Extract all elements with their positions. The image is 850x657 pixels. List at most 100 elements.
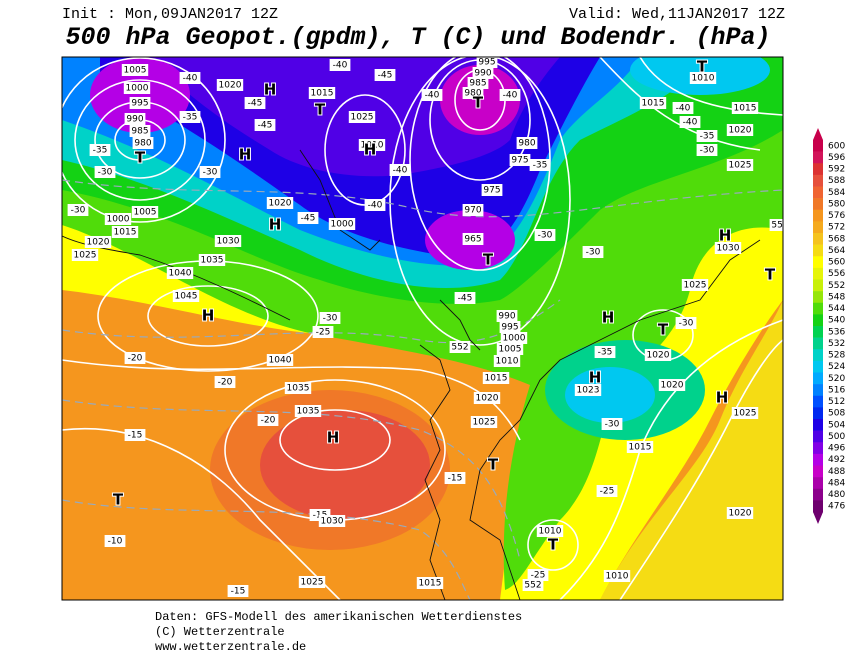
- colorbar-cell: [813, 430, 823, 443]
- contour-label: -35: [598, 348, 613, 358]
- colorbar-label: 552: [828, 281, 845, 291]
- label-box: [71, 249, 99, 261]
- label-box: [257, 414, 279, 426]
- temperature-lines: [62, 179, 783, 600]
- contour-label: 985: [469, 79, 486, 89]
- label-box: [672, 102, 694, 114]
- colorbar-label: 504: [828, 420, 845, 430]
- colorbar-label: 484: [828, 478, 845, 488]
- contour-label: 980: [464, 89, 481, 99]
- label-box: [496, 310, 518, 322]
- label-box: [658, 379, 686, 391]
- pressure-center: T: [658, 321, 669, 339]
- colorbar-cell: [813, 151, 823, 164]
- label-box: [726, 159, 754, 171]
- label-box: [449, 341, 471, 353]
- colorbar-cell: [813, 302, 823, 315]
- label-box: [297, 212, 319, 224]
- pressure-center: H: [264, 81, 277, 99]
- colorbar-label: 480: [828, 490, 845, 500]
- colorbar-label: 488: [828, 467, 845, 477]
- colorbar-cell: [813, 360, 823, 373]
- contour-label: 1000: [331, 220, 354, 230]
- label-box: [67, 204, 89, 216]
- contour-label: -45: [458, 294, 473, 304]
- contour-label: 995: [131, 99, 148, 109]
- label-box: [389, 164, 411, 176]
- contour-label: 1015: [642, 99, 665, 109]
- label-box: [129, 97, 151, 109]
- contour-label: 1035: [201, 256, 224, 266]
- colorbar-label: 596: [828, 153, 845, 163]
- label-box: [726, 124, 754, 136]
- colorbar-cell: [813, 419, 823, 431]
- label-box: [318, 515, 346, 527]
- contour-label: 1010: [692, 74, 715, 84]
- colorbar-cell: [813, 256, 823, 269]
- contour-label: 990: [126, 115, 143, 125]
- contour-label: -30: [203, 168, 218, 178]
- colorbar-label: 476: [828, 502, 845, 512]
- label-box: [308, 87, 336, 99]
- label-box: [500, 332, 528, 344]
- pressure-center: T: [483, 251, 494, 269]
- label-box: [536, 525, 564, 537]
- label-box: [714, 242, 742, 254]
- label-box: [319, 312, 341, 324]
- colorbar-cell: [813, 244, 823, 257]
- label-box: [681, 279, 709, 291]
- label-box: [467, 77, 489, 89]
- colorbar-label: 540: [828, 316, 845, 326]
- label-box: [522, 579, 544, 591]
- label-box: [679, 116, 701, 128]
- label-box: [476, 57, 498, 68]
- label-box: [329, 59, 351, 71]
- pressure-center: H: [269, 216, 282, 234]
- label-box: [179, 72, 201, 84]
- contour-label: -45: [248, 99, 263, 109]
- contour-label: -25: [316, 328, 331, 338]
- label-box: [731, 102, 759, 114]
- colorbar-label: 548: [828, 292, 845, 302]
- label-box: [675, 317, 697, 329]
- colorbar-cell: [813, 198, 823, 211]
- label-box: [696, 130, 718, 142]
- label-box: [462, 204, 484, 216]
- contour-label: 1020: [729, 126, 752, 136]
- pressure-center: T: [473, 94, 484, 112]
- contour-label: 965: [464, 235, 481, 245]
- label-box: [462, 233, 484, 245]
- pressure-center: H: [716, 389, 729, 407]
- contour-label: 1015: [734, 104, 757, 114]
- contour-label: -40: [333, 61, 348, 71]
- colorbar-label: 536: [828, 327, 845, 337]
- label-box: [358, 139, 386, 151]
- label-box: [596, 485, 618, 497]
- contour-label: 1015: [419, 579, 442, 589]
- label-box: [214, 235, 242, 247]
- colorbar-cell: [813, 488, 823, 501]
- colorbar-cell: [813, 186, 823, 199]
- pressure-center: T: [488, 456, 499, 474]
- label-box: [328, 218, 356, 230]
- colorbar-bottom-arrow: [813, 512, 823, 524]
- colorbar-label: 564: [828, 246, 845, 256]
- label-box: [124, 113, 146, 125]
- valid-time: Valid: Wed,11JAN2017 12Z: [569, 6, 785, 23]
- label-box: [123, 82, 151, 94]
- contour-label: 1025: [473, 418, 496, 428]
- colorbar-label: 492: [828, 455, 845, 465]
- contour-label: 556: [771, 221, 788, 231]
- colorbar-label: 600: [828, 141, 845, 151]
- label-box: [499, 89, 521, 101]
- label-box: [509, 154, 531, 166]
- colorbar-label: 532: [828, 339, 845, 349]
- contour-label: 1000: [503, 334, 526, 344]
- contour-label: 1020: [87, 238, 110, 248]
- label-box: [94, 166, 116, 178]
- colorbar-cell: [813, 453, 823, 466]
- label-box: [601, 418, 623, 430]
- contour-label: -20: [128, 354, 143, 364]
- contour-label: 552: [451, 343, 468, 353]
- colorbar-label: 496: [828, 444, 845, 454]
